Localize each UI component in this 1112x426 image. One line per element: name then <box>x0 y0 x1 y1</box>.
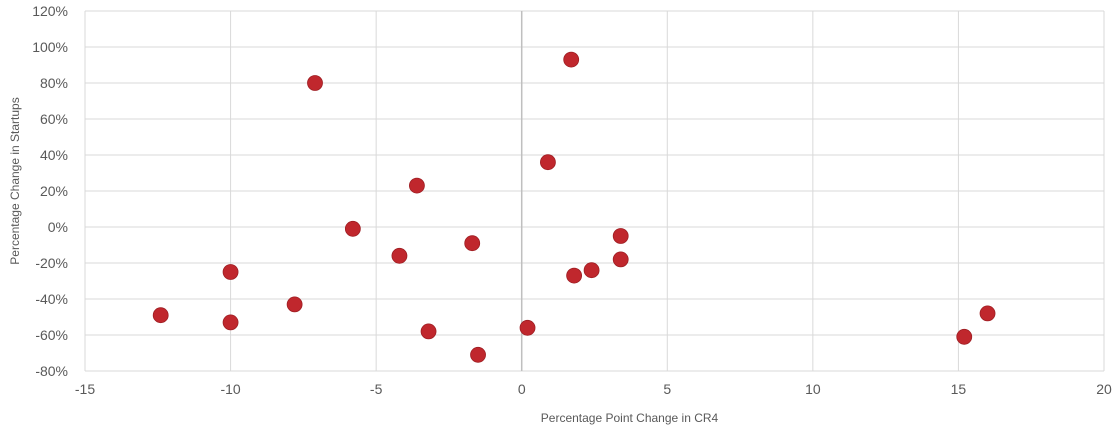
data-point <box>583 262 600 279</box>
data-point <box>566 267 583 284</box>
x-tick-label: 10 <box>805 381 821 397</box>
data-point <box>464 235 481 252</box>
y-axis-title: Percentage Change in Startups <box>8 97 22 264</box>
y-tick-label: 60% <box>40 111 68 127</box>
x-tick-label: -15 <box>75 381 95 397</box>
y-tick-label: 20% <box>40 183 68 199</box>
data-point <box>344 220 361 237</box>
data-point <box>222 314 239 331</box>
x-tick-label: -5 <box>370 381 383 397</box>
data-point <box>420 323 437 340</box>
data-point <box>307 75 323 91</box>
y-tick-label: 0% <box>48 219 68 235</box>
data-point <box>612 228 629 244</box>
x-tick-label: 5 <box>663 381 671 397</box>
x-tick-label: 0 <box>518 381 526 397</box>
data-points <box>152 51 996 363</box>
gridlines <box>84 10 1105 372</box>
data-point <box>979 305 996 322</box>
y-tick-label: -20% <box>35 255 68 271</box>
data-point <box>470 346 486 363</box>
x-tick-label: 20 <box>1096 381 1112 397</box>
data-point <box>612 251 629 268</box>
data-point <box>286 296 303 313</box>
x-axis-title: Percentage Point Change in CR4 <box>541 411 719 425</box>
y-tick-label: 40% <box>40 147 68 163</box>
x-axis-tick-labels: -15 -10 -5 0 5 10 15 20 <box>75 381 1112 397</box>
data-point <box>540 154 556 171</box>
x-tick-label: 15 <box>951 381 967 397</box>
data-point <box>563 51 580 68</box>
y-tick-label: -80% <box>35 363 68 379</box>
data-point <box>519 319 536 336</box>
y-tick-label: 100% <box>32 39 68 55</box>
y-tick-label: -60% <box>35 327 68 343</box>
data-point <box>222 264 239 280</box>
y-tick-label: 80% <box>40 75 68 91</box>
y-tick-label: -40% <box>35 291 68 307</box>
data-point <box>956 328 973 345</box>
y-axis-tick-labels: -80% -60% -40% -20% 0% 20% 40% 60% 80% 100% 120% <box>32 3 68 379</box>
y-tick-label: 120% <box>32 3 68 19</box>
x-tick-label: -10 <box>220 381 240 397</box>
data-point <box>391 247 408 264</box>
data-point <box>409 177 425 194</box>
data-point <box>152 307 169 324</box>
